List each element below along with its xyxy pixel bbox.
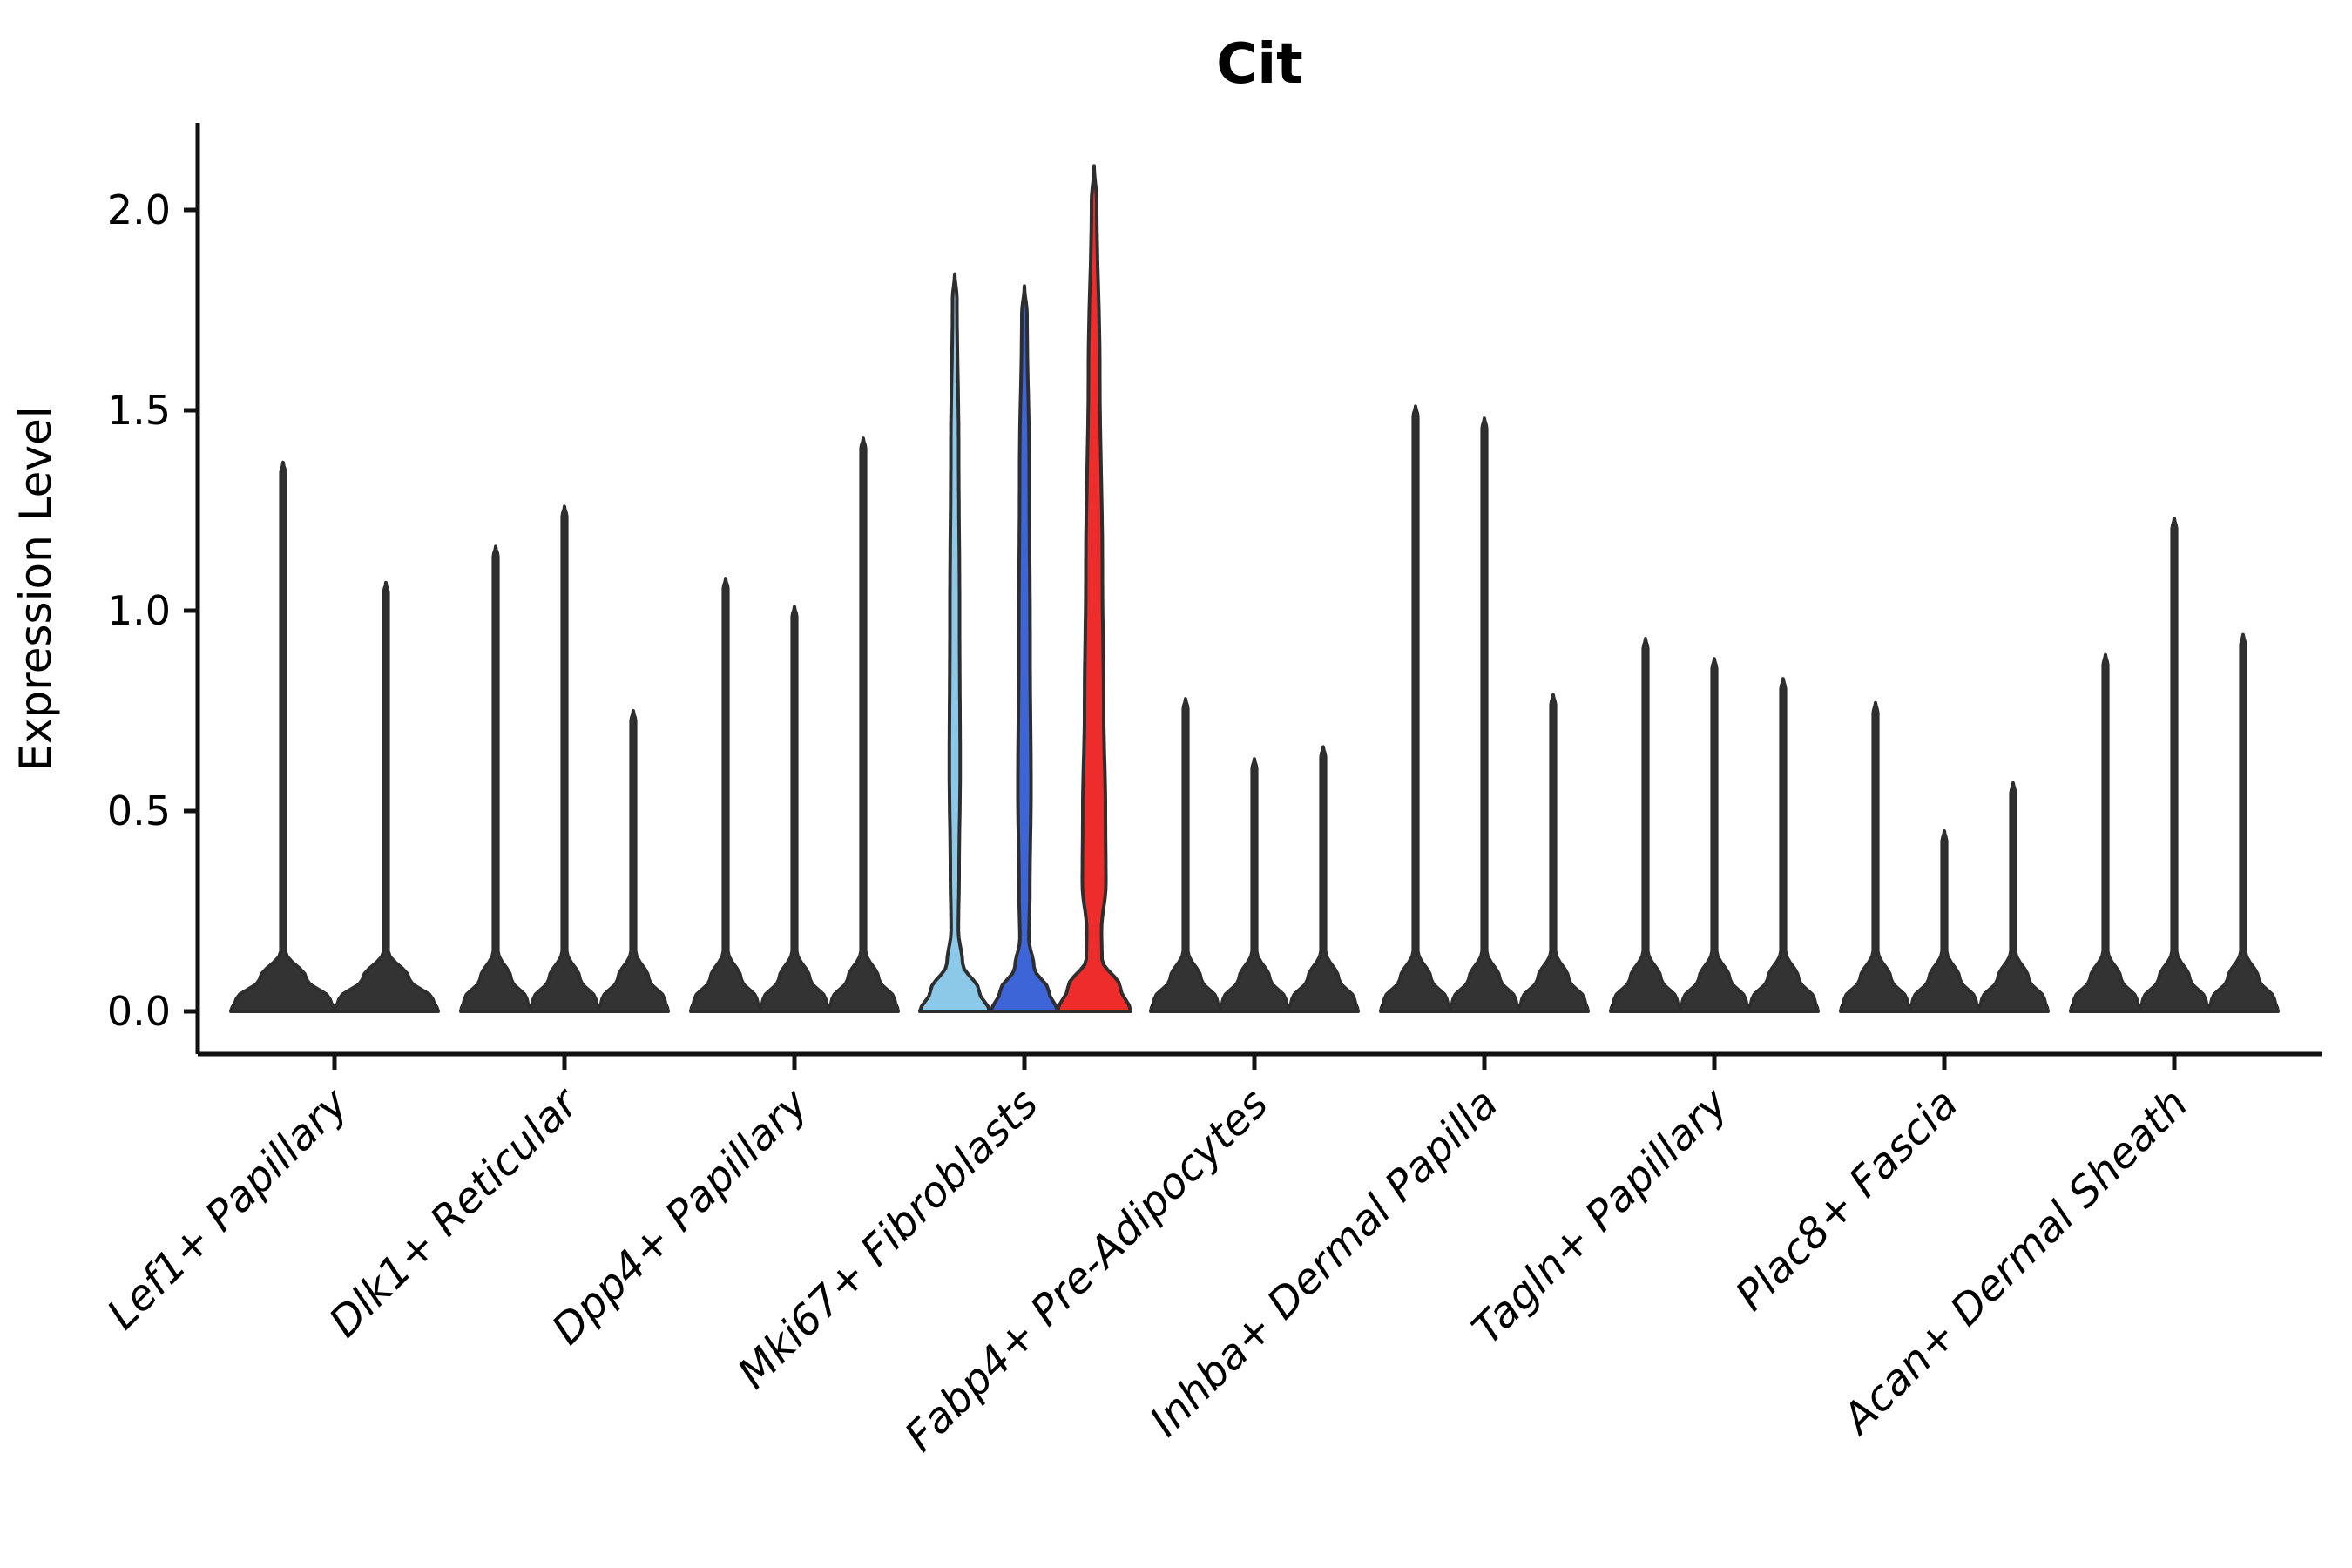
violin-dpp4-papillary-1 (689, 577, 762, 1013)
violin-plac8-fascia-2 (1908, 829, 1981, 1013)
violin-fabp4-pre-adipocytes-3 (1287, 745, 1360, 1013)
x-axis-ticks (332, 1054, 2177, 1070)
violin-tagln-papillary-2 (1678, 657, 1751, 1013)
chart-title: Cit (1216, 32, 1303, 97)
x-label-plac8-fascia: Plac8+ Fascia (1727, 1079, 1968, 1321)
violin-dlk1-reticular-2 (528, 504, 601, 1013)
violin-lef1-papillary-2 (332, 580, 440, 1013)
y-axis-label: Expression Level (10, 406, 61, 771)
x-label-dlk1-reticular: Dlk1+ Reticular (320, 1078, 590, 1348)
y-tick-label-2.0: 2.0 (107, 186, 171, 233)
violin-acan-dermal-sheath-2 (2138, 517, 2211, 1013)
violin-lef1-papillary-1 (229, 460, 337, 1013)
violin-dlk1-reticular-1 (459, 544, 532, 1013)
violin-inhba-dermal-papilla-3 (1517, 693, 1590, 1013)
axes (195, 123, 2322, 1057)
violin-tagln-papillary-3 (1747, 677, 1820, 1013)
violin-tagln-papillary-1 (1609, 637, 1682, 1013)
violin-acan-dermal-sheath-3 (2207, 632, 2280, 1013)
violin-plac8-fascia-1 (1839, 700, 1912, 1013)
y-tick-label-0.0: 0.0 (107, 988, 171, 1035)
violin-fabp4-pre-adipocytes-1 (1149, 697, 1222, 1013)
violin-dpp4-papillary-3 (827, 436, 900, 1013)
y-tick-label-1.5: 1.5 (107, 387, 171, 434)
violin-acan-dermal-sheath-1 (2069, 652, 2142, 1013)
y-axis-ticks: 0.0 0.5 1.0 1.5 2.0 (107, 186, 198, 1035)
violin-inhba-dermal-papilla-1 (1379, 404, 1452, 1013)
x-label-dpp4-papillary: Dpp4+ Papillary (543, 1078, 818, 1354)
violins-layer (229, 164, 2280, 1013)
violin-dlk1-reticular-3 (597, 709, 670, 1013)
violin-dpp4-papillary-2 (758, 605, 831, 1013)
x-label-tagln-papillary: Tagln+ Papillary (1463, 1078, 1738, 1354)
x-label-fabp4-pre-adipocytes: Fabp4+ Pre-Adipocytes (896, 1079, 1278, 1462)
violin-inhba-dermal-papilla-2 (1448, 416, 1521, 1013)
violin-mki67-fibroblasts-1 (918, 272, 991, 1013)
violin-mki67-fibroblasts-3 (1056, 164, 1132, 1013)
violin-plac8-fascia-3 (1977, 781, 2050, 1013)
violin-mki67-fibroblasts-2 (990, 284, 1059, 1013)
y-tick-label-0.5: 0.5 (107, 787, 171, 835)
x-label-lef1-papillary: Lef1+ Papillary (98, 1078, 358, 1339)
violin-fabp4-pre-adipocytes-2 (1218, 757, 1291, 1013)
y-tick-label-1.0: 1.0 (107, 587, 171, 634)
